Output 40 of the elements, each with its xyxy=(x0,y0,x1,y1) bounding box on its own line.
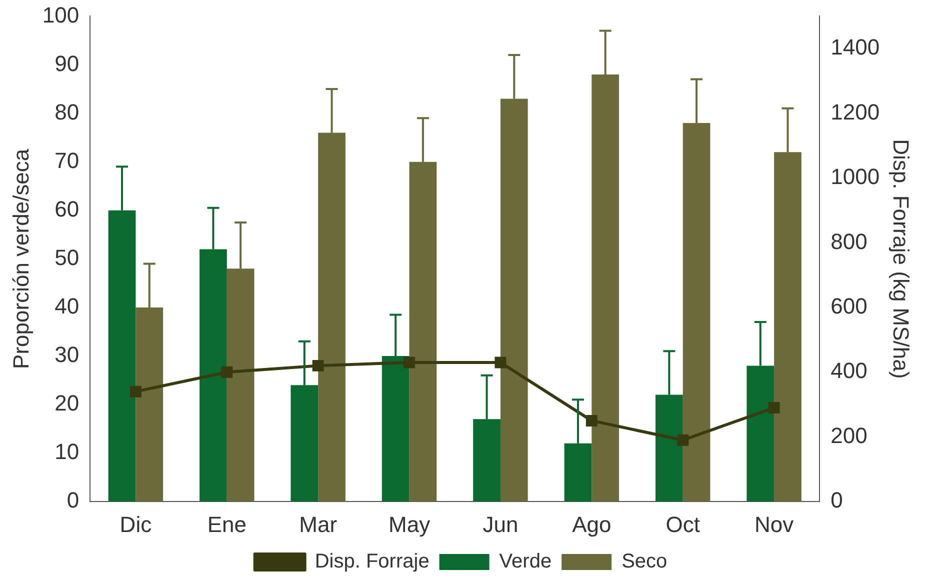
y2-tick-label: 400 xyxy=(830,358,868,384)
y-tick-label: 100 xyxy=(42,2,80,28)
y-tick-label: 0 xyxy=(66,488,80,513)
y2-axis-title: Disp. Forraje (kg MS/ha) xyxy=(888,139,914,379)
y-tick-label: 30 xyxy=(54,342,80,368)
y-tick-label: 80 xyxy=(54,99,80,124)
y-tick-label: 40 xyxy=(54,294,80,319)
point xyxy=(404,356,416,368)
point xyxy=(677,434,689,446)
y2-tick-label: 1400 xyxy=(830,34,880,60)
point xyxy=(494,356,506,368)
x-tick-label: Oct xyxy=(666,512,700,537)
y2-tick-label: 200 xyxy=(830,422,868,448)
point xyxy=(586,414,598,426)
x-tick-label: Dic xyxy=(120,512,152,537)
y-axis-title: Proporción verde/seca xyxy=(8,148,34,369)
x-tick-label: Ene xyxy=(207,512,246,537)
y2-tick-label: 800 xyxy=(830,228,868,254)
y2-tick-label: 0 xyxy=(830,488,843,513)
y-tick-label: 20 xyxy=(54,390,80,416)
y-tick-label: 50 xyxy=(54,244,80,270)
y2-tick-label: 1200 xyxy=(830,99,880,124)
point xyxy=(312,360,324,372)
legend-label: Verde xyxy=(499,550,552,573)
x-tick-label: Jun xyxy=(482,512,518,537)
legend-label: Seco xyxy=(622,550,668,573)
x-tick-label: Nov xyxy=(754,512,794,537)
y-tick-label: 70 xyxy=(54,148,80,173)
x-tick-label: May xyxy=(388,512,430,537)
y-tick-label: 60 xyxy=(54,196,80,222)
x-tick-label: Mar xyxy=(299,512,338,537)
legend-label: Disp. Forraje xyxy=(314,550,430,573)
y-tick-label: 90 xyxy=(54,50,80,76)
point xyxy=(221,366,233,378)
x-tick-label: Ago xyxy=(572,512,612,537)
y2-tick-label: 600 xyxy=(830,294,868,319)
point xyxy=(768,402,780,414)
y-tick-label: 10 xyxy=(54,439,80,464)
y2-tick-label: 1000 xyxy=(830,164,880,190)
point xyxy=(130,386,142,398)
